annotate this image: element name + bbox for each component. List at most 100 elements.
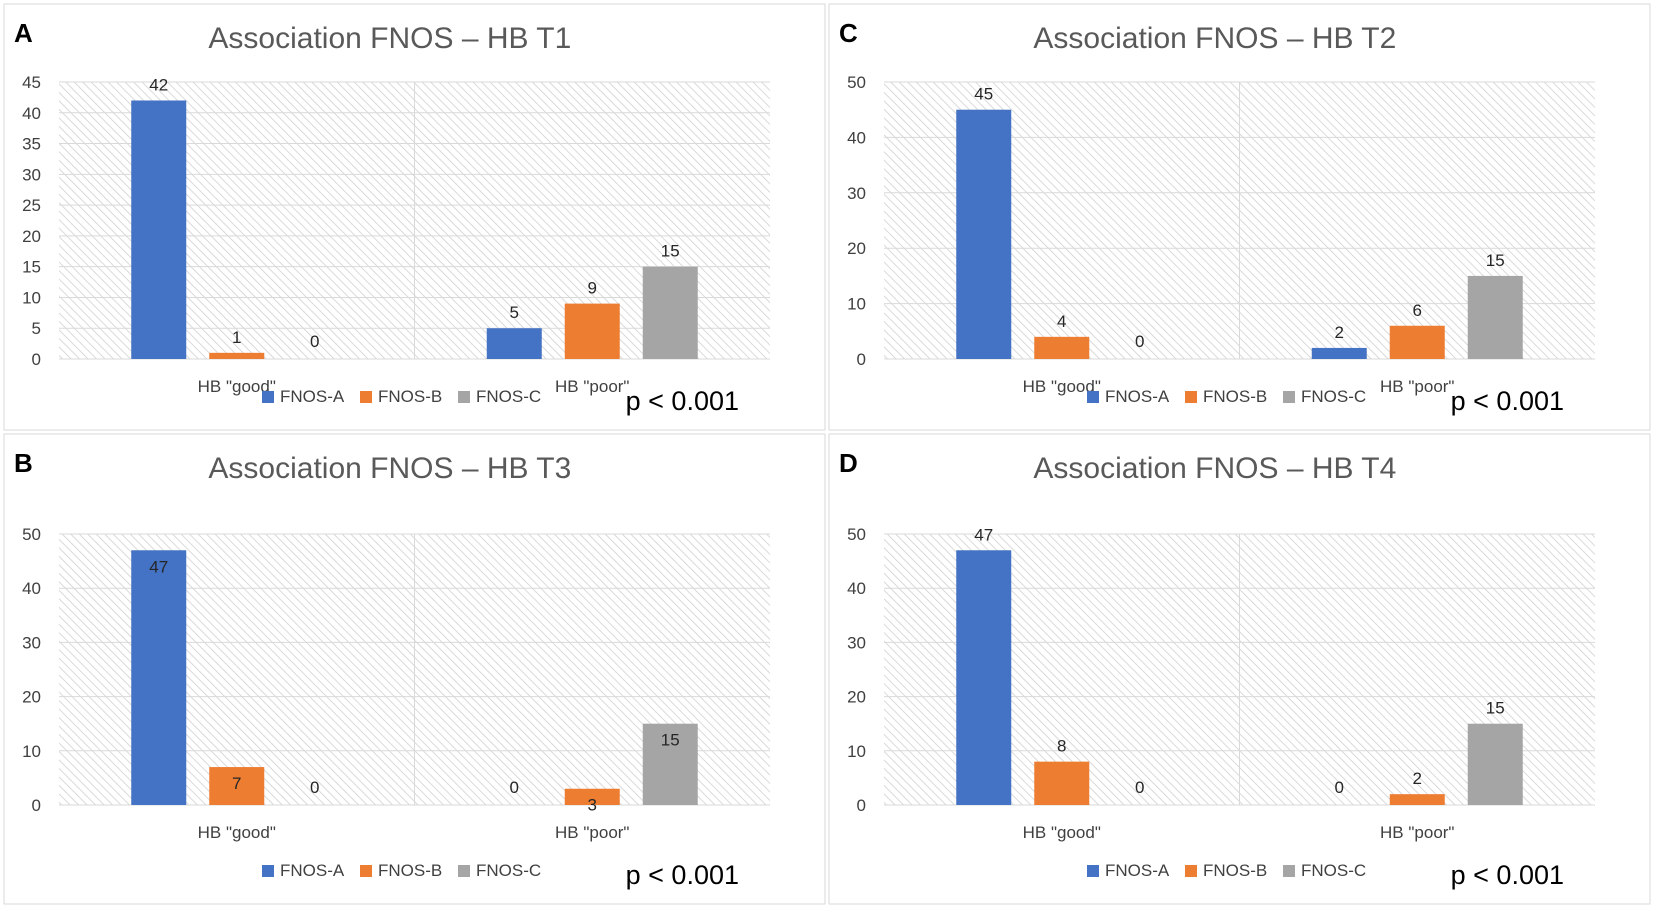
bar-fnos-a bbox=[131, 550, 187, 805]
data-label: 1 bbox=[232, 328, 241, 347]
data-label: 15 bbox=[661, 731, 680, 750]
bar-fnos-b bbox=[209, 352, 265, 359]
legend-swatch bbox=[360, 391, 372, 403]
x-tick-label: HB "poor" bbox=[555, 823, 629, 842]
y-tick-label: 25 bbox=[22, 196, 41, 215]
data-label: 15 bbox=[1486, 251, 1505, 270]
bar-fnos-c bbox=[642, 723, 698, 805]
bar-fnos-a bbox=[956, 109, 1012, 359]
legend-label: FNOS-C bbox=[1301, 387, 1366, 406]
p-value: p < 0.001 bbox=[1451, 860, 1564, 890]
legend-label: FNOS-A bbox=[280, 861, 345, 880]
y-tick-label: 10 bbox=[847, 742, 866, 761]
y-tick-label: 5 bbox=[32, 319, 41, 338]
bar-fnos-c bbox=[1467, 275, 1523, 359]
legend-swatch bbox=[1087, 865, 1099, 877]
x-tick-label: HB "poor" bbox=[1380, 823, 1454, 842]
bar-fnos-b bbox=[564, 788, 620, 805]
y-tick-label: 35 bbox=[22, 135, 41, 154]
x-tick-label: HB "good" bbox=[198, 823, 276, 842]
legend-swatch bbox=[1087, 391, 1099, 403]
legend-label: FNOS-C bbox=[1301, 861, 1366, 880]
data-label: 0 bbox=[1135, 778, 1144, 797]
data-label: 47 bbox=[149, 557, 168, 576]
data-label: 6 bbox=[1413, 301, 1422, 320]
x-tick-label: HB "good" bbox=[1023, 377, 1101, 396]
chart-panel-a: A Association FNOS – HB T1051015202530354… bbox=[3, 3, 826, 431]
y-tick-label: 15 bbox=[22, 258, 41, 277]
chart-title: Association FNOS – HB T1 bbox=[208, 22, 571, 55]
y-tick-label: 0 bbox=[32, 350, 41, 369]
y-tick-label: 10 bbox=[22, 288, 41, 307]
legend-label: FNOS-A bbox=[1105, 861, 1170, 880]
y-tick-label: 10 bbox=[22, 742, 41, 761]
data-label: 47 bbox=[974, 525, 993, 544]
y-tick-label: 50 bbox=[847, 73, 866, 92]
data-label: 0 bbox=[310, 778, 319, 797]
data-label: 0 bbox=[510, 778, 519, 797]
y-tick-label: 50 bbox=[22, 525, 41, 544]
data-label: 0 bbox=[310, 332, 319, 351]
data-label: 4 bbox=[1057, 312, 1066, 331]
bar-fnos-c bbox=[1467, 723, 1523, 805]
x-tick-label: HB "good" bbox=[198, 377, 276, 396]
y-tick-label: 40 bbox=[847, 579, 866, 598]
y-tick-label: 20 bbox=[22, 227, 41, 246]
y-tick-label: 0 bbox=[32, 796, 41, 815]
y-tick-label: 30 bbox=[22, 633, 41, 652]
bar-fnos-b bbox=[1389, 794, 1445, 805]
y-tick-label: 20 bbox=[847, 239, 866, 258]
data-label: 0 bbox=[1335, 778, 1344, 797]
legend-label: FNOS-A bbox=[1105, 387, 1170, 406]
data-label: 9 bbox=[588, 279, 597, 298]
p-value: p < 0.001 bbox=[626, 386, 739, 416]
bar-fnos-b bbox=[1034, 761, 1090, 805]
y-tick-label: 0 bbox=[857, 796, 866, 815]
y-tick-label: 20 bbox=[847, 688, 866, 707]
bar-fnos-b bbox=[564, 303, 620, 359]
legend-swatch bbox=[262, 865, 274, 877]
y-tick-label: 30 bbox=[22, 165, 41, 184]
y-tick-label: 30 bbox=[847, 184, 866, 203]
x-tick-label: HB "poor" bbox=[555, 377, 629, 396]
bar-fnos-a bbox=[131, 100, 187, 359]
data-label: 42 bbox=[149, 75, 168, 94]
legend-label: FNOS-C bbox=[476, 861, 541, 880]
bar-fnos-b bbox=[1389, 325, 1445, 359]
y-tick-label: 50 bbox=[847, 525, 866, 544]
data-label: 2 bbox=[1413, 769, 1422, 788]
data-label: 2 bbox=[1335, 323, 1344, 342]
data-label: 0 bbox=[1135, 332, 1144, 351]
chart-panel-c: C Association FNOS – HB T2010203040504540… bbox=[828, 3, 1651, 431]
data-label: 8 bbox=[1057, 737, 1066, 756]
legend-swatch bbox=[1185, 865, 1197, 877]
legend-swatch bbox=[458, 865, 470, 877]
bar-fnos-a bbox=[956, 550, 1012, 805]
legend-label: FNOS-B bbox=[1203, 387, 1267, 406]
y-tick-label: 30 bbox=[847, 633, 866, 652]
panel-label: C bbox=[839, 18, 858, 48]
legend-label: FNOS-A bbox=[280, 387, 345, 406]
panel-label: A bbox=[14, 18, 33, 48]
x-tick-label: HB "good" bbox=[1023, 823, 1101, 842]
y-tick-label: 10 bbox=[847, 295, 866, 314]
legend-label: FNOS-B bbox=[378, 861, 442, 880]
y-tick-label: 40 bbox=[22, 104, 41, 123]
panel-label: B bbox=[14, 448, 33, 478]
legend-swatch bbox=[262, 391, 274, 403]
legend-swatch bbox=[1283, 865, 1295, 877]
bar-fnos-b bbox=[1034, 336, 1090, 359]
panel-label: D bbox=[839, 448, 858, 478]
data-label: 15 bbox=[1486, 699, 1505, 718]
legend-swatch bbox=[458, 391, 470, 403]
legend-swatch bbox=[1185, 391, 1197, 403]
p-value: p < 0.001 bbox=[1451, 386, 1564, 416]
data-label: 3 bbox=[588, 796, 597, 815]
legend-label: FNOS-B bbox=[378, 387, 442, 406]
chart-title: Association FNOS – HB T2 bbox=[1033, 22, 1396, 55]
data-label: 45 bbox=[974, 85, 993, 104]
legend-label: FNOS-B bbox=[1203, 861, 1267, 880]
